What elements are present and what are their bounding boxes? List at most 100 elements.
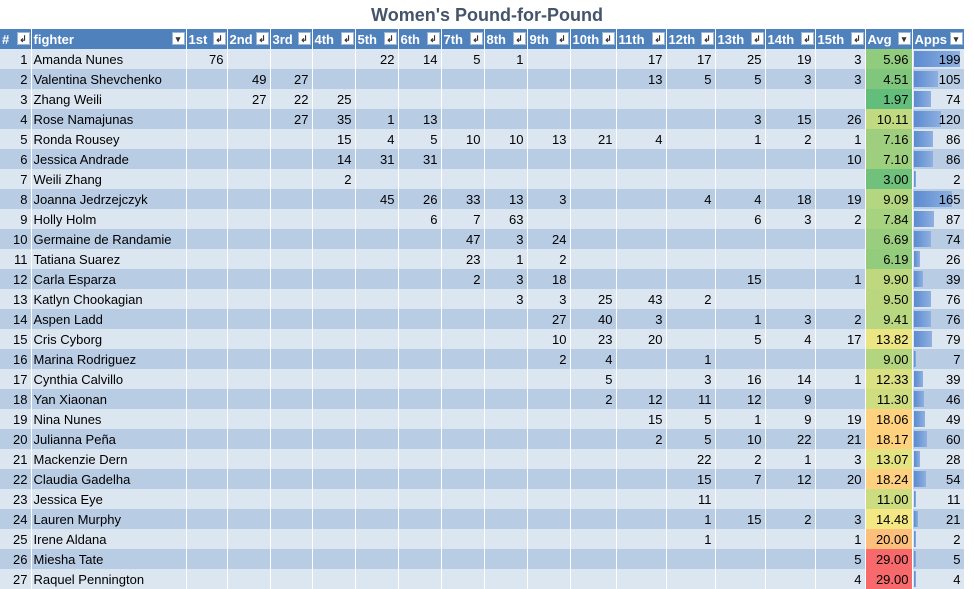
rank-count-cell[interactable]	[270, 209, 313, 229]
apps-cell[interactable]: 21	[912, 509, 965, 529]
rank-cell[interactable]: 24	[0, 509, 32, 529]
column-header[interactable]: Apps ▾	[912, 29, 965, 49]
column-header[interactable]: 2nd ↲	[227, 29, 271, 49]
column-header[interactable]: 4th ↲	[312, 29, 356, 49]
rank-count-cell[interactable]	[441, 429, 485, 449]
filter-dropdown-icon[interactable]: ↲	[426, 32, 440, 45]
rank-count-cell[interactable]	[570, 69, 617, 89]
rank-count-cell[interactable]	[765, 269, 816, 289]
rank-count-cell[interactable]: 47	[441, 229, 485, 249]
rank-count-cell[interactable]: 15	[715, 269, 766, 289]
rank-count-cell[interactable]: 10	[441, 129, 485, 149]
rank-count-cell[interactable]: 19	[815, 409, 866, 429]
rank-cell[interactable]: 19	[0, 409, 32, 429]
rank-count-cell[interactable]	[312, 489, 356, 509]
fighter-cell[interactable]: Rose Namajunas	[31, 109, 187, 129]
filter-dropdown-icon[interactable]: ↲	[297, 32, 311, 45]
rank-count-cell[interactable]	[270, 289, 313, 309]
avg-cell[interactable]: 14.48	[865, 509, 913, 529]
rank-cell[interactable]: 12	[0, 269, 32, 289]
rank-count-cell[interactable]: 49	[227, 69, 271, 89]
rank-count-cell[interactable]	[312, 349, 356, 369]
rank-count-cell[interactable]: 12	[765, 469, 816, 489]
rank-count-cell[interactable]	[186, 549, 228, 569]
rank-count-cell[interactable]	[270, 249, 313, 269]
rank-count-cell[interactable]	[570, 189, 617, 209]
rank-count-cell[interactable]	[227, 349, 271, 369]
rank-count-cell[interactable]	[715, 569, 766, 589]
rank-count-cell[interactable]	[227, 129, 271, 149]
rank-count-cell[interactable]	[227, 209, 271, 229]
rank-count-cell[interactable]	[484, 89, 528, 109]
rank-count-cell[interactable]: 3	[484, 269, 528, 289]
fighter-cell[interactable]: Valentina Shevchenko	[31, 69, 187, 89]
rank-count-cell[interactable]	[527, 49, 571, 69]
rank-count-cell[interactable]	[398, 449, 442, 469]
apps-cell[interactable]: 28	[912, 449, 965, 469]
rank-count-cell[interactable]	[765, 529, 816, 549]
rank-count-cell[interactable]	[616, 529, 667, 549]
rank-count-cell[interactable]	[186, 329, 228, 349]
rank-count-cell[interactable]: 1	[815, 129, 866, 149]
rank-count-cell[interactable]	[270, 409, 313, 429]
rank-count-cell[interactable]	[270, 349, 313, 369]
rank-count-cell[interactable]	[616, 109, 667, 129]
fighter-cell[interactable]: Irene Aldana	[31, 529, 187, 549]
rank-count-cell[interactable]	[765, 89, 816, 109]
rank-cell[interactable]: 8	[0, 189, 32, 209]
avg-cell[interactable]: 9.41	[865, 309, 913, 329]
rank-count-cell[interactable]	[270, 449, 313, 469]
rank-count-cell[interactable]	[227, 309, 271, 329]
rank-count-cell[interactable]: 27	[270, 109, 313, 129]
rank-count-cell[interactable]	[570, 249, 617, 269]
apps-cell[interactable]: 39	[912, 369, 965, 389]
rank-count-cell[interactable]	[355, 409, 399, 429]
rank-count-cell[interactable]	[312, 229, 356, 249]
fighter-cell[interactable]: Claudia Gadelha	[31, 469, 187, 489]
rank-count-cell[interactable]	[441, 369, 485, 389]
fighter-cell[interactable]: Katlyn Chookagian	[31, 289, 187, 309]
fighter-cell[interactable]: Cris Cyborg	[31, 329, 187, 349]
rank-count-cell[interactable]	[484, 369, 528, 389]
rank-count-cell[interactable]	[270, 189, 313, 209]
rank-count-cell[interactable]: 6	[398, 209, 442, 229]
rank-count-cell[interactable]: 2	[765, 129, 816, 149]
rank-count-cell[interactable]: 5	[815, 549, 866, 569]
rank-count-cell[interactable]	[186, 249, 228, 269]
rank-count-cell[interactable]	[616, 89, 667, 109]
rank-count-cell[interactable]	[484, 509, 528, 529]
rank-cell[interactable]: 20	[0, 429, 32, 449]
rank-cell[interactable]: 18	[0, 389, 32, 409]
avg-cell[interactable]: 4.51	[865, 69, 913, 89]
rank-count-cell[interactable]	[227, 549, 271, 569]
rank-cell[interactable]: 3	[0, 89, 32, 109]
column-header[interactable]: fighter ▾	[31, 29, 187, 49]
rank-count-cell[interactable]	[527, 109, 571, 129]
rank-count-cell[interactable]	[570, 89, 617, 109]
apps-cell[interactable]: 11	[912, 489, 965, 509]
rank-count-cell[interactable]: 3	[616, 309, 667, 329]
rank-count-cell[interactable]	[570, 409, 617, 429]
rank-count-cell[interactable]	[570, 109, 617, 129]
rank-count-cell[interactable]	[355, 309, 399, 329]
rank-count-cell[interactable]	[312, 309, 356, 329]
apps-cell[interactable]: 49	[912, 409, 965, 429]
rank-count-cell[interactable]	[355, 89, 399, 109]
avg-cell[interactable]: 9.90	[865, 269, 913, 289]
rank-count-cell[interactable]: 3	[765, 69, 816, 89]
rank-count-cell[interactable]: 1	[715, 129, 766, 149]
rank-count-cell[interactable]	[186, 149, 228, 169]
fighter-cell[interactable]: Yan Xiaonan	[31, 389, 187, 409]
rank-count-cell[interactable]	[355, 529, 399, 549]
apps-cell[interactable]: 120	[912, 109, 965, 129]
rank-count-cell[interactable]	[270, 49, 313, 69]
rank-count-cell[interactable]: 15	[312, 129, 356, 149]
rank-cell[interactable]: 21	[0, 449, 32, 469]
rank-count-cell[interactable]	[441, 349, 485, 369]
rank-count-cell[interactable]	[398, 269, 442, 289]
fighter-cell[interactable]: Raquel Pennington	[31, 569, 187, 589]
rank-count-cell[interactable]: 15	[715, 509, 766, 529]
rank-count-cell[interactable]	[441, 449, 485, 469]
rank-count-cell[interactable]	[398, 249, 442, 269]
avg-cell[interactable]: 7.10	[865, 149, 913, 169]
